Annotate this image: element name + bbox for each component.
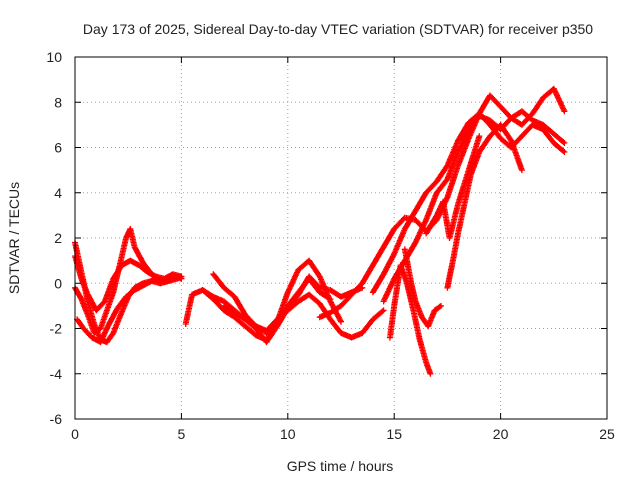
y-tick-label: 10 bbox=[46, 49, 62, 65]
x-axis-ticks: 0 5 10 15 20 25 bbox=[71, 57, 615, 442]
series-marker-trace bbox=[444, 121, 525, 291]
series-track-14 bbox=[444, 121, 525, 291]
series-track-8 bbox=[221, 291, 387, 341]
series-marker-trace bbox=[74, 273, 185, 346]
series-marker-trace bbox=[401, 246, 444, 330]
x-tick-label: 5 bbox=[178, 426, 186, 442]
series-track-13 bbox=[401, 246, 444, 330]
x-tick-label: 0 bbox=[71, 426, 79, 442]
y-tick-label: -4 bbox=[50, 366, 63, 382]
chart-title: Day 173 of 2025, Sidereal Day-to-day VTE… bbox=[83, 21, 593, 37]
series-track-15 bbox=[423, 133, 483, 241]
series-marker-trace bbox=[386, 262, 434, 377]
y-tick-label: -6 bbox=[50, 411, 63, 427]
x-tick-label: 10 bbox=[280, 426, 296, 442]
y-tick-label: 4 bbox=[54, 185, 62, 201]
series-track-4 bbox=[74, 273, 185, 346]
y-tick-label: 8 bbox=[54, 94, 62, 110]
x-tick-label: 15 bbox=[386, 426, 402, 442]
y-axis-label: SDTVAR / TECUs bbox=[6, 182, 22, 294]
y-tick-label: 6 bbox=[54, 140, 62, 156]
y-tick-label: 2 bbox=[54, 230, 62, 246]
series-marker-trace bbox=[221, 291, 387, 341]
x-tick-label: 20 bbox=[493, 426, 509, 442]
y-tick-label: 0 bbox=[54, 275, 62, 291]
x-tick-label: 25 bbox=[599, 426, 615, 442]
y-tick-label: -2 bbox=[50, 321, 63, 337]
series-marker-trace bbox=[423, 133, 483, 241]
y-axis-ticks: -6 -4 -2 0 2 4 6 8 10 bbox=[46, 49, 607, 427]
series-track-12 bbox=[386, 262, 434, 377]
x-axis-label: GPS time / hours bbox=[287, 458, 394, 474]
